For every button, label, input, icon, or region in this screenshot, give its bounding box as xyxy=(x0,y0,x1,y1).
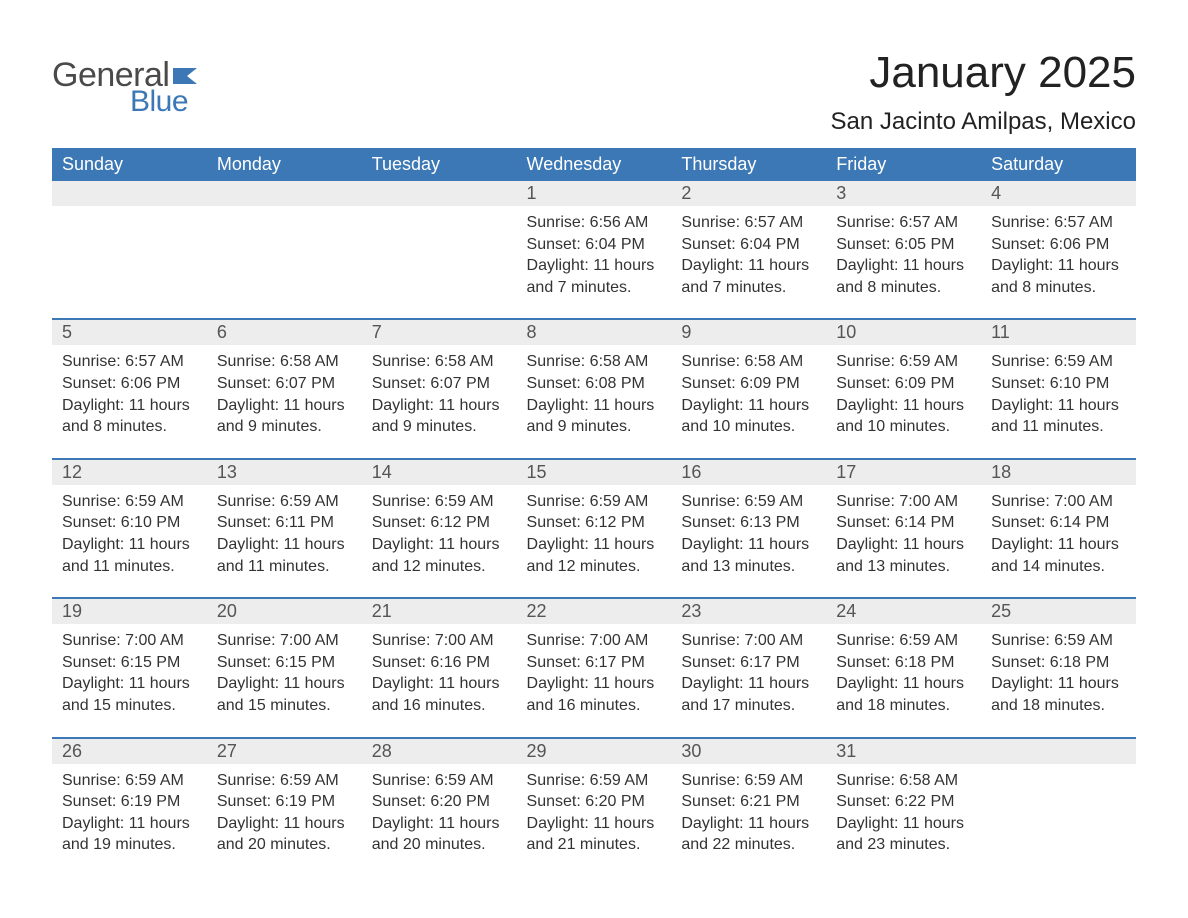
day-number-cell: 30 xyxy=(671,739,826,764)
day-number-row: 1234 xyxy=(52,181,1136,206)
day-detail-cell: Sunrise: 6:59 AMSunset: 6:12 PMDaylight:… xyxy=(362,485,517,598)
day-detail-cell: Sunrise: 7:00 AMSunset: 6:15 PMDaylight:… xyxy=(52,624,207,737)
day-number-cell: 26 xyxy=(52,739,207,764)
col-monday: Monday xyxy=(207,148,362,181)
day-detail-row: Sunrise: 6:56 AMSunset: 6:04 PMDaylight:… xyxy=(52,206,1136,319)
day-detail-cell: Sunrise: 7:00 AMSunset: 6:16 PMDaylight:… xyxy=(362,624,517,737)
day-number-cell xyxy=(981,739,1136,764)
day-detail-cell: Sunrise: 6:58 AMSunset: 6:08 PMDaylight:… xyxy=(517,345,672,458)
day-number-cell: 5 xyxy=(52,320,207,345)
day-detail-row: Sunrise: 6:59 AMSunset: 6:19 PMDaylight:… xyxy=(52,764,1136,876)
day-detail-cell: Sunrise: 6:59 AMSunset: 6:20 PMDaylight:… xyxy=(517,764,672,876)
day-detail-cell: Sunrise: 6:59 AMSunset: 6:21 PMDaylight:… xyxy=(671,764,826,876)
day-number-row: 567891011 xyxy=(52,320,1136,345)
logo: General Blue xyxy=(52,48,201,119)
day-number-cell: 11 xyxy=(981,320,1136,345)
month-title: January 2025 xyxy=(831,48,1136,98)
day-number-cell: 13 xyxy=(207,460,362,485)
day-detail-cell: Sunrise: 6:59 AMSunset: 6:10 PMDaylight:… xyxy=(981,345,1136,458)
day-number-cell: 25 xyxy=(981,599,1136,624)
day-detail-cell: Sunrise: 6:58 AMSunset: 6:07 PMDaylight:… xyxy=(362,345,517,458)
day-detail-cell xyxy=(981,764,1136,876)
day-detail-cell: Sunrise: 7:00 AMSunset: 6:17 PMDaylight:… xyxy=(671,624,826,737)
day-detail-cell: Sunrise: 7:00 AMSunset: 6:14 PMDaylight:… xyxy=(981,485,1136,598)
day-number-row: 262728293031 xyxy=(52,739,1136,764)
day-number-cell: 20 xyxy=(207,599,362,624)
calendar-body: 1234Sunrise: 6:56 AMSunset: 6:04 PMDayli… xyxy=(52,181,1136,876)
day-number-cell: 24 xyxy=(826,599,981,624)
day-detail-cell: Sunrise: 6:59 AMSunset: 6:20 PMDaylight:… xyxy=(362,764,517,876)
day-detail-cell: Sunrise: 7:00 AMSunset: 6:15 PMDaylight:… xyxy=(207,624,362,737)
day-detail-row: Sunrise: 6:59 AMSunset: 6:10 PMDaylight:… xyxy=(52,485,1136,598)
page-header: General Blue January 2025 San Jacinto Am… xyxy=(52,48,1136,136)
day-number-cell: 18 xyxy=(981,460,1136,485)
day-number-cell: 17 xyxy=(826,460,981,485)
col-wednesday: Wednesday xyxy=(517,148,672,181)
day-number-cell: 1 xyxy=(517,181,672,206)
day-detail-cell: Sunrise: 6:58 AMSunset: 6:07 PMDaylight:… xyxy=(207,345,362,458)
day-detail-cell: Sunrise: 7:00 AMSunset: 6:17 PMDaylight:… xyxy=(517,624,672,737)
day-number-cell xyxy=(52,181,207,206)
day-number-cell: 15 xyxy=(517,460,672,485)
day-number-row: 12131415161718 xyxy=(52,460,1136,485)
day-detail-cell: Sunrise: 6:59 AMSunset: 6:19 PMDaylight:… xyxy=(207,764,362,876)
day-number-cell: 12 xyxy=(52,460,207,485)
day-detail-cell: Sunrise: 6:59 AMSunset: 6:18 PMDaylight:… xyxy=(981,624,1136,737)
day-detail-row: Sunrise: 6:57 AMSunset: 6:06 PMDaylight:… xyxy=(52,345,1136,458)
day-number-cell: 28 xyxy=(362,739,517,764)
day-detail-cell xyxy=(207,206,362,319)
day-number-cell: 10 xyxy=(826,320,981,345)
col-friday: Friday xyxy=(826,148,981,181)
day-detail-cell: Sunrise: 6:57 AMSunset: 6:05 PMDaylight:… xyxy=(826,206,981,319)
day-number-cell: 4 xyxy=(981,181,1136,206)
day-number-cell: 27 xyxy=(207,739,362,764)
day-number-cell: 21 xyxy=(362,599,517,624)
day-detail-row: Sunrise: 7:00 AMSunset: 6:15 PMDaylight:… xyxy=(52,624,1136,737)
day-number-row: 19202122232425 xyxy=(52,599,1136,624)
day-number-cell xyxy=(207,181,362,206)
day-number-cell: 14 xyxy=(362,460,517,485)
day-number-cell: 23 xyxy=(671,599,826,624)
day-number-cell: 6 xyxy=(207,320,362,345)
day-detail-cell: Sunrise: 6:57 AMSunset: 6:06 PMDaylight:… xyxy=(981,206,1136,319)
day-number-cell: 19 xyxy=(52,599,207,624)
location-name: San Jacinto Amilpas, Mexico xyxy=(831,108,1136,136)
title-block: January 2025 San Jacinto Amilpas, Mexico xyxy=(831,48,1136,136)
day-detail-cell: Sunrise: 6:57 AMSunset: 6:06 PMDaylight:… xyxy=(52,345,207,458)
day-detail-cell: Sunrise: 6:59 AMSunset: 6:10 PMDaylight:… xyxy=(52,485,207,598)
day-detail-cell: Sunrise: 6:59 AMSunset: 6:12 PMDaylight:… xyxy=(517,485,672,598)
calendar-table: Sunday Monday Tuesday Wednesday Thursday… xyxy=(52,148,1136,876)
day-number-cell: 3 xyxy=(826,181,981,206)
day-detail-cell: Sunrise: 7:00 AMSunset: 6:14 PMDaylight:… xyxy=(826,485,981,598)
day-detail-cell: Sunrise: 6:59 AMSunset: 6:09 PMDaylight:… xyxy=(826,345,981,458)
col-saturday: Saturday xyxy=(981,148,1136,181)
col-tuesday: Tuesday xyxy=(362,148,517,181)
col-thursday: Thursday xyxy=(671,148,826,181)
day-number-cell: 9 xyxy=(671,320,826,345)
day-detail-cell: Sunrise: 6:59 AMSunset: 6:19 PMDaylight:… xyxy=(52,764,207,876)
day-detail-cell xyxy=(52,206,207,319)
day-detail-cell: Sunrise: 6:58 AMSunset: 6:22 PMDaylight:… xyxy=(826,764,981,876)
day-detail-cell: Sunrise: 6:56 AMSunset: 6:04 PMDaylight:… xyxy=(517,206,672,319)
day-detail-cell: Sunrise: 6:58 AMSunset: 6:09 PMDaylight:… xyxy=(671,345,826,458)
day-number-cell: 22 xyxy=(517,599,672,624)
day-number-cell: 8 xyxy=(517,320,672,345)
day-number-cell: 7 xyxy=(362,320,517,345)
day-number-cell: 2 xyxy=(671,181,826,206)
day-detail-cell: Sunrise: 6:57 AMSunset: 6:04 PMDaylight:… xyxy=(671,206,826,319)
col-sunday: Sunday xyxy=(52,148,207,181)
day-detail-cell: Sunrise: 6:59 AMSunset: 6:11 PMDaylight:… xyxy=(207,485,362,598)
day-detail-cell: Sunrise: 6:59 AMSunset: 6:13 PMDaylight:… xyxy=(671,485,826,598)
day-number-cell: 31 xyxy=(826,739,981,764)
weekday-header-row: Sunday Monday Tuesday Wednesday Thursday… xyxy=(52,148,1136,181)
day-detail-cell xyxy=(362,206,517,319)
day-detail-cell: Sunrise: 6:59 AMSunset: 6:18 PMDaylight:… xyxy=(826,624,981,737)
day-number-cell: 16 xyxy=(671,460,826,485)
day-number-cell xyxy=(362,181,517,206)
day-number-cell: 29 xyxy=(517,739,672,764)
